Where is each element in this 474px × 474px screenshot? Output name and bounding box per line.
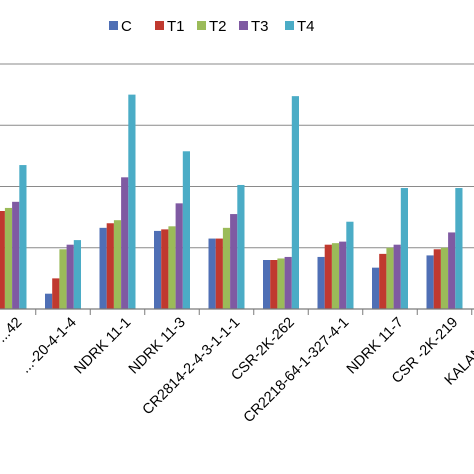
legend-swatch-t4	[285, 21, 294, 30]
bar-t4	[291, 96, 299, 309]
legend: C T1 T2 T3 T4	[109, 18, 315, 35]
x-tick-label: NDRK 11-1	[71, 315, 134, 378]
bar-t3	[121, 177, 129, 309]
bar-t3	[230, 214, 238, 309]
bar-t2	[113, 220, 122, 309]
bar-t3	[448, 232, 456, 309]
bar-t4	[455, 188, 463, 309]
bar-c	[426, 255, 434, 309]
bar-t1	[324, 244, 332, 309]
bar-t3	[393, 244, 401, 309]
legend-label-t2: T2	[209, 18, 227, 35]
bar-t3	[175, 203, 183, 309]
bar-t2	[331, 243, 340, 309]
bar-t2	[59, 249, 67, 309]
bar-t4	[73, 240, 81, 309]
bar-t1	[379, 253, 387, 309]
bar-t1	[106, 223, 114, 309]
bars	[0, 94, 463, 309]
bar-t1	[161, 229, 169, 309]
legend-swatch-t2	[197, 21, 206, 30]
bar-t3	[284, 256, 292, 309]
bar-t3	[66, 244, 74, 309]
x-tick-label: ...-20-4-1-4	[18, 315, 80, 377]
legend-swatch-c	[109, 21, 118, 30]
bar-t1	[433, 249, 441, 309]
bar-c	[372, 267, 380, 309]
bar-t4	[128, 94, 136, 309]
bar-t4	[19, 165, 27, 309]
legend-swatch-t1	[155, 21, 164, 30]
bar-c	[45, 293, 53, 309]
bar-t4	[400, 188, 408, 309]
bar-t2	[386, 247, 394, 309]
bar-t2	[222, 227, 231, 309]
bar-t2	[4, 207, 13, 309]
x-tick-label: ...42	[0, 315, 25, 346]
x-tick-label: CR2218-64-1-327-4-1	[241, 315, 353, 427]
bar-t4	[182, 151, 190, 309]
bar-t1	[0, 211, 5, 309]
bar-c	[317, 256, 325, 309]
x-axis-ticks	[35, 309, 473, 315]
bar-c	[263, 260, 271, 309]
bar-t4	[346, 221, 354, 309]
bar-t1	[270, 260, 278, 309]
bar-t1	[52, 278, 60, 309]
bar-t1	[215, 238, 223, 309]
legend-label-t4: T4	[297, 18, 315, 35]
bar-c	[208, 238, 216, 309]
bar-t4	[237, 184, 245, 309]
legend-label-c: C	[121, 18, 132, 35]
bar-c	[154, 230, 162, 309]
bar-t3	[339, 241, 347, 309]
bar-t2	[168, 226, 176, 309]
legend-label-t3: T3	[251, 18, 269, 35]
legend-swatch-t3	[239, 21, 248, 30]
x-tick-label: CR2814-2-4-3-1-1-1	[140, 315, 244, 419]
legend-label-t1: T1	[167, 18, 185, 35]
bar-t3	[12, 201, 20, 309]
bar-c	[99, 227, 107, 309]
bar-t2	[277, 258, 285, 309]
bar-t2	[440, 247, 449, 309]
